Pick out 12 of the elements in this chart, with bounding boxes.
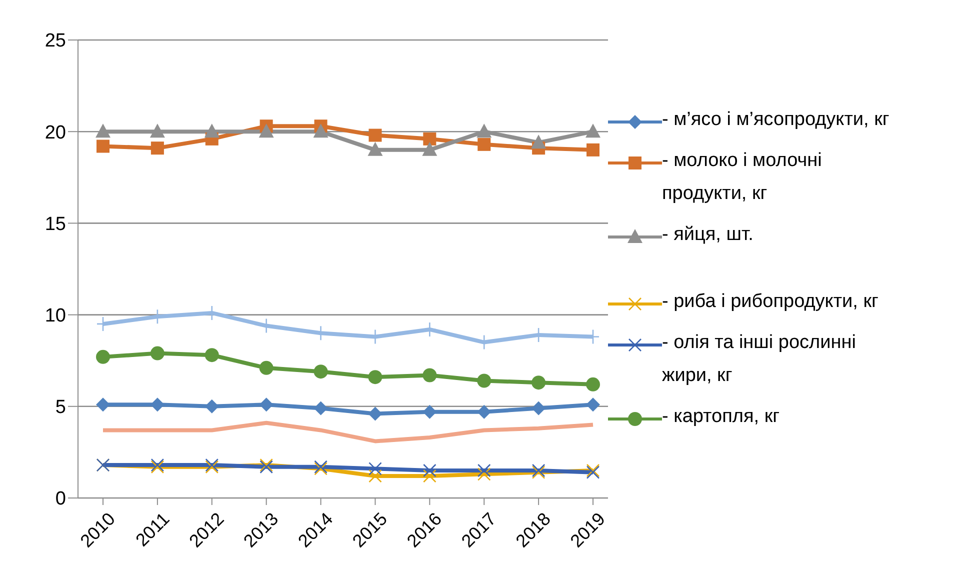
legend-label: - яйця, шт.	[662, 222, 754, 246]
y-tick-label: 20	[44, 122, 66, 144]
y-tick-label: 10	[44, 306, 66, 327]
y-tick-label: 25	[44, 30, 66, 52]
y-tick-label: 0	[55, 488, 66, 510]
y-tick-label: 5	[55, 397, 66, 418]
legend-label: - молоко і молочні продукти, кг	[662, 148, 823, 206]
legend-label: - олія та інші рослинні жири, кг	[662, 330, 857, 388]
legend-label: - риба і рибопродукти, кг	[662, 290, 880, 314]
legend-label: - м’ясо і м’ясопродукти, кг	[662, 108, 890, 132]
legend-label: - картопля, кг	[662, 404, 781, 428]
y-tick-label: 15	[44, 214, 66, 235]
